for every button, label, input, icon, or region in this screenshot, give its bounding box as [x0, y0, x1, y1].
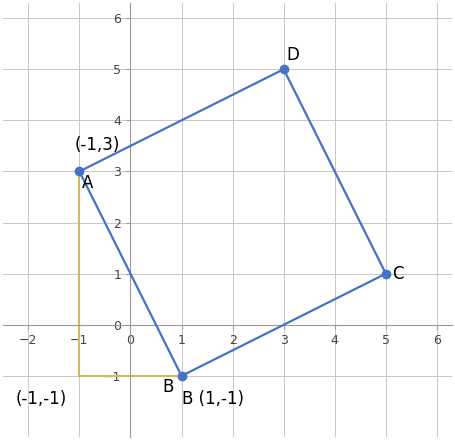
Text: B: B — [162, 378, 174, 396]
Text: B (1,-1): B (1,-1) — [182, 390, 243, 408]
Text: (-1,3): (-1,3) — [74, 136, 120, 154]
Text: C: C — [392, 265, 404, 282]
Text: A: A — [82, 174, 93, 192]
Text: (-1,-1): (-1,-1) — [15, 390, 67, 408]
Text: D: D — [286, 46, 299, 64]
